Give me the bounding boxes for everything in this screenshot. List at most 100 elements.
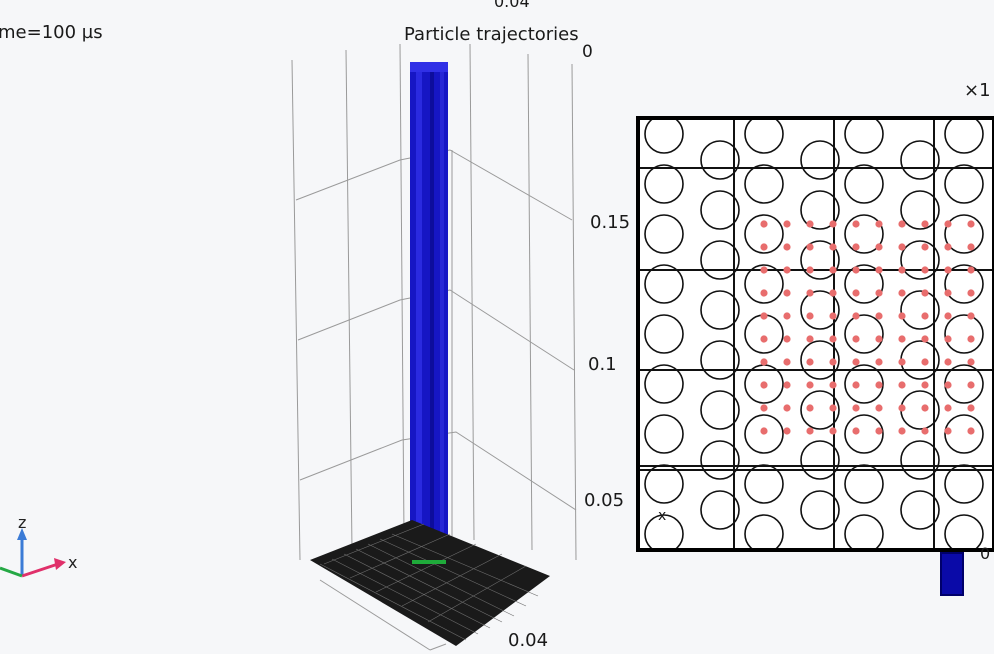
axis-tick-0-04-bottom: 0.04 xyxy=(508,630,549,651)
particle-dot xyxy=(829,312,837,320)
particle-dot xyxy=(967,243,975,251)
particle-dot xyxy=(806,266,814,274)
particle-dot xyxy=(783,289,791,297)
plot-title: Particle trajectories xyxy=(404,24,579,45)
particle-dot xyxy=(921,427,929,435)
lattice-circle xyxy=(744,514,784,548)
lattice-circle xyxy=(844,214,884,254)
lattice-circle xyxy=(700,290,740,330)
particle-dot xyxy=(852,358,860,366)
particle-dot xyxy=(760,427,768,435)
particle-dot xyxy=(898,220,906,228)
particle-dot xyxy=(852,220,860,228)
particle-dot xyxy=(760,404,768,412)
lattice-circle xyxy=(644,414,684,454)
particle-dot xyxy=(806,243,814,251)
lattice-circle xyxy=(644,514,684,548)
particle-dot xyxy=(783,427,791,435)
particle-dot xyxy=(806,404,814,412)
particle-dot xyxy=(829,381,837,389)
zoom-inset[interactable]: x xyxy=(636,116,994,552)
particle-dot xyxy=(783,312,791,320)
particle-dot xyxy=(967,312,975,320)
lattice-circle xyxy=(744,120,784,154)
particle-dot xyxy=(898,358,906,366)
particle-dot xyxy=(829,220,837,228)
lattice-circle xyxy=(644,364,684,404)
lattice-circle xyxy=(844,464,884,504)
particle-dot xyxy=(898,404,906,412)
lattice-circle xyxy=(800,490,840,530)
lattice-circle xyxy=(700,140,740,180)
particle-dot xyxy=(944,243,952,251)
particle-dot xyxy=(806,427,814,435)
lattice-circle xyxy=(844,314,884,354)
particle-dot xyxy=(875,358,883,366)
particle-dot xyxy=(875,381,883,389)
lattice-circle xyxy=(944,264,984,304)
trajectory-3d-view[interactable] xyxy=(280,40,580,654)
lattice-circle xyxy=(900,290,940,330)
particle-dot xyxy=(760,266,768,274)
lattice-circle xyxy=(700,340,740,380)
particle-dot xyxy=(921,381,929,389)
particle-dot xyxy=(898,266,906,274)
lattice-circle xyxy=(944,314,984,354)
particle-dot xyxy=(967,335,975,343)
mesh-floor xyxy=(310,520,550,646)
particle-dot xyxy=(967,358,975,366)
particle-dot xyxy=(967,266,975,274)
lattice-circle xyxy=(700,490,740,530)
lattice-circle xyxy=(744,314,784,354)
particle-dot xyxy=(829,243,837,251)
lattice-circle xyxy=(644,264,684,304)
lattice-circle xyxy=(744,414,784,454)
lattice-circle xyxy=(800,340,840,380)
particle-dot xyxy=(806,312,814,320)
lattice-circle xyxy=(800,390,840,430)
lattice-circle xyxy=(844,514,884,548)
lattice-circle xyxy=(800,140,840,180)
lattice-circle xyxy=(944,464,984,504)
particle-dot xyxy=(967,427,975,435)
lattice-circle xyxy=(944,120,984,154)
time-label: me=100 µs xyxy=(0,22,103,43)
particle-dot xyxy=(875,312,883,320)
particle-dot xyxy=(875,220,883,228)
particle-dot xyxy=(898,289,906,297)
particle-dot xyxy=(852,266,860,274)
lattice-circle xyxy=(800,240,840,280)
scale-label: ×1 xyxy=(964,80,991,101)
lattice-circle xyxy=(744,464,784,504)
lattice-circle xyxy=(644,164,684,204)
particle-dot xyxy=(898,243,906,251)
lattice-circle xyxy=(700,440,740,480)
lattice-circle xyxy=(744,214,784,254)
particle-dot xyxy=(875,266,883,274)
lattice-circle xyxy=(644,214,684,254)
axis-tick-0-05: 0.05 xyxy=(584,490,625,511)
particle-dot xyxy=(967,404,975,412)
particle-dot xyxy=(944,289,952,297)
particle-dot xyxy=(760,220,768,228)
particle-dot xyxy=(944,312,952,320)
particle-dots xyxy=(760,220,975,435)
particle-dot xyxy=(806,335,814,343)
triad-z-label: z xyxy=(18,516,26,532)
lattice-circle xyxy=(844,364,884,404)
axis-tick-0-1: 0.1 xyxy=(588,354,617,375)
lattice-circle xyxy=(800,190,840,230)
axis-tick-0-15: 0.15 xyxy=(590,212,631,233)
lattice-circle xyxy=(900,190,940,230)
particle-dot xyxy=(944,427,952,435)
particle-dot xyxy=(783,381,791,389)
particle-dot xyxy=(875,289,883,297)
axis-tick-top: 0.04 xyxy=(494,0,530,11)
particle-dot xyxy=(944,381,952,389)
lattice-circle xyxy=(900,440,940,480)
particle-dot xyxy=(760,335,768,343)
particle-dot xyxy=(944,404,952,412)
lattice-circle xyxy=(644,120,684,154)
lattice-circle xyxy=(900,240,940,280)
particle-dot xyxy=(921,220,929,228)
